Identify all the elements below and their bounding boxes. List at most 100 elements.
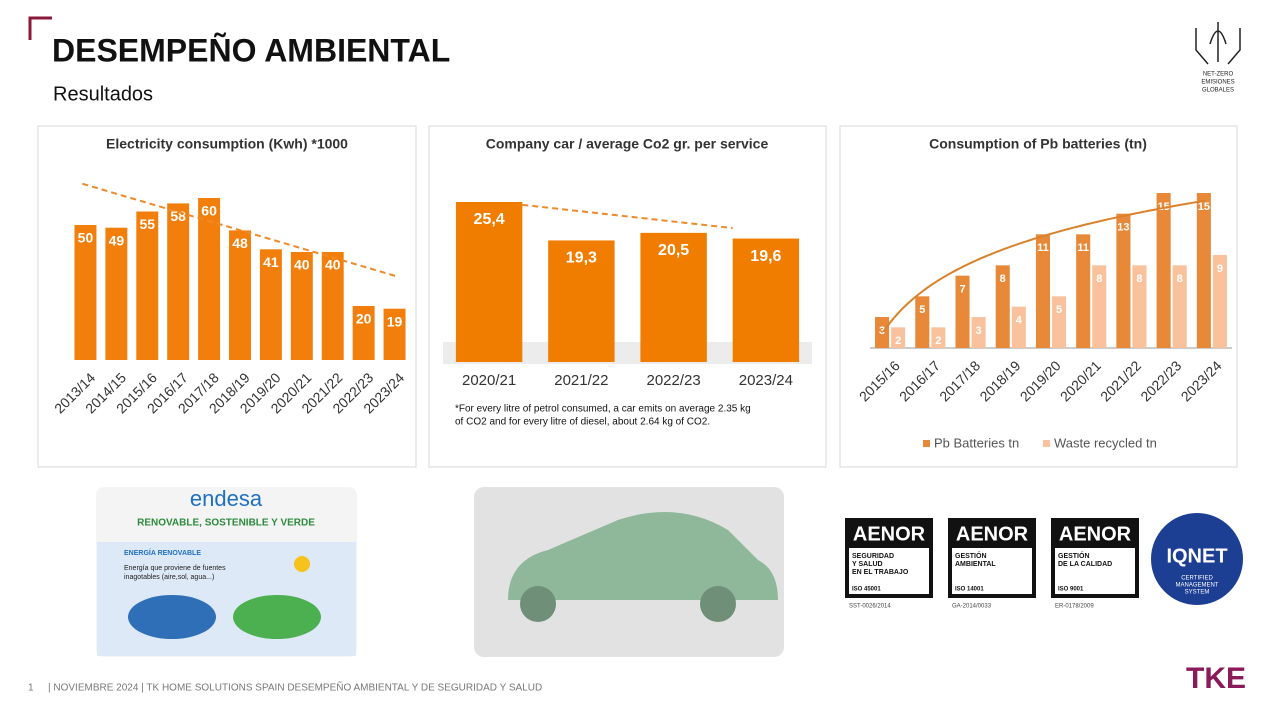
- value-label: 4: [1016, 315, 1023, 327]
- cert-brand: AENOR: [956, 523, 1029, 545]
- value-label: 48: [232, 235, 248, 251]
- bar: [1092, 265, 1107, 348]
- value-label: 55: [139, 216, 155, 232]
- bar: [321, 252, 344, 360]
- wheel: [700, 586, 736, 622]
- bar: [931, 327, 946, 348]
- x-tick-label: 2021/22: [554, 372, 608, 389]
- value-label: 15: [1158, 201, 1170, 213]
- bar: [383, 308, 406, 360]
- value-label: 19,3: [566, 250, 597, 267]
- corner-mark: [28, 16, 52, 40]
- value-label: 3: [976, 325, 982, 337]
- value-label: 11: [1037, 242, 1049, 254]
- value-label: 58: [170, 208, 186, 224]
- bar: [1212, 255, 1227, 348]
- cert-brand: AENOR: [1059, 523, 1132, 545]
- endesa-text: Energía que proviene de fuentes: [124, 565, 226, 572]
- bar: [136, 211, 159, 360]
- value-label: 41: [263, 254, 279, 270]
- title: DESEMPEÑO AMBIENTAL: [52, 32, 450, 68]
- globe: [233, 595, 321, 639]
- bar: [1076, 234, 1091, 348]
- iqnet-line: MANAGEMENT: [1175, 583, 1218, 589]
- value-label: 3: [879, 325, 885, 337]
- bar: [455, 202, 523, 362]
- iqnet-line: SYSTEM: [1185, 590, 1210, 596]
- cert-line: DE LA CALIDAD: [1058, 561, 1112, 568]
- value-label: 20: [356, 311, 372, 327]
- value-label: 5: [1056, 304, 1062, 316]
- x-tick-label: 2022/23: [647, 372, 701, 389]
- legend-swatch: [1043, 440, 1050, 447]
- value-label: 19: [387, 313, 403, 329]
- footnote: of CO2 and for every litre of diesel, ab…: [455, 417, 710, 428]
- bar: [891, 327, 906, 348]
- bar: [955, 275, 970, 348]
- cert-box: [952, 548, 1032, 594]
- value-label: 7: [959, 284, 965, 296]
- bar: [229, 230, 251, 360]
- page-number: 1: [28, 683, 34, 694]
- bar: [1172, 265, 1187, 348]
- bar: [640, 232, 707, 362]
- value-label: 2: [895, 335, 901, 347]
- bar: [167, 203, 190, 360]
- trendline: [882, 199, 1206, 333]
- bar: [1052, 296, 1067, 348]
- cert-line: GESTIÓN: [955, 551, 987, 560]
- value-label: 25,4: [474, 211, 505, 228]
- trendline: [82, 182, 398, 278]
- bar: [1011, 306, 1026, 348]
- value-label: 60: [201, 203, 217, 219]
- bar: [259, 249, 282, 360]
- legend-label: Waste recycled tn: [1054, 435, 1157, 450]
- cert-ref: ER-0178/2009: [1055, 604, 1094, 610]
- x-tick-label: 2020/21: [462, 372, 516, 389]
- cert-line: SEGURIDAD: [852, 553, 894, 560]
- car: [508, 512, 778, 600]
- bar: [198, 198, 221, 360]
- cert-iso: ISO 45001: [852, 587, 881, 593]
- value-label: 40: [294, 257, 310, 273]
- cert-box: [849, 548, 929, 594]
- logo: TKE: [1186, 662, 1246, 695]
- value-label: 11: [1077, 242, 1089, 254]
- bar: [875, 317, 890, 348]
- bar: [1035, 234, 1050, 348]
- value-label: 19,6: [750, 248, 781, 265]
- trendline: [522, 203, 733, 230]
- value-label: 8: [1000, 273, 1006, 285]
- bar: [971, 317, 986, 348]
- bar: [1132, 265, 1147, 348]
- wheel: [520, 586, 556, 622]
- bar: [995, 265, 1010, 348]
- cert-iso: ISO 14001: [955, 587, 984, 593]
- cert-line: AMBIENTAL: [955, 561, 996, 568]
- bar: [74, 225, 97, 360]
- value-label: 40: [325, 257, 341, 273]
- cert-brand: AENOR: [853, 523, 926, 545]
- endesa-text: inagotables (aire,sol, agua...): [124, 574, 214, 581]
- value-label: 2: [935, 335, 941, 347]
- bar: [1156, 193, 1171, 348]
- legend-label: Pb Batteries tn: [934, 435, 1019, 450]
- badge-text: EMISIONES: [1201, 80, 1234, 86]
- value-label: 8: [1177, 273, 1183, 285]
- bar: [352, 306, 375, 360]
- endesa-brand: endesa: [190, 486, 263, 511]
- value-label: 15: [1198, 201, 1210, 213]
- bar: [105, 227, 128, 360]
- iqnet-seal: [1151, 513, 1243, 605]
- iqnet-name: IQNET: [1166, 545, 1227, 567]
- bar: [1196, 193, 1211, 348]
- bar: [548, 240, 615, 362]
- chart-title: Electricity consumption (Kwh) *1000: [106, 136, 348, 152]
- value-label: 9: [1217, 263, 1223, 275]
- badge-text: NET-ZERO: [1203, 72, 1234, 78]
- cert-box: [1055, 548, 1135, 594]
- sun: [294, 556, 310, 572]
- cert-line: GESTIÓN: [1058, 551, 1090, 560]
- bar: [1116, 213, 1131, 348]
- legend-swatch: [923, 440, 930, 447]
